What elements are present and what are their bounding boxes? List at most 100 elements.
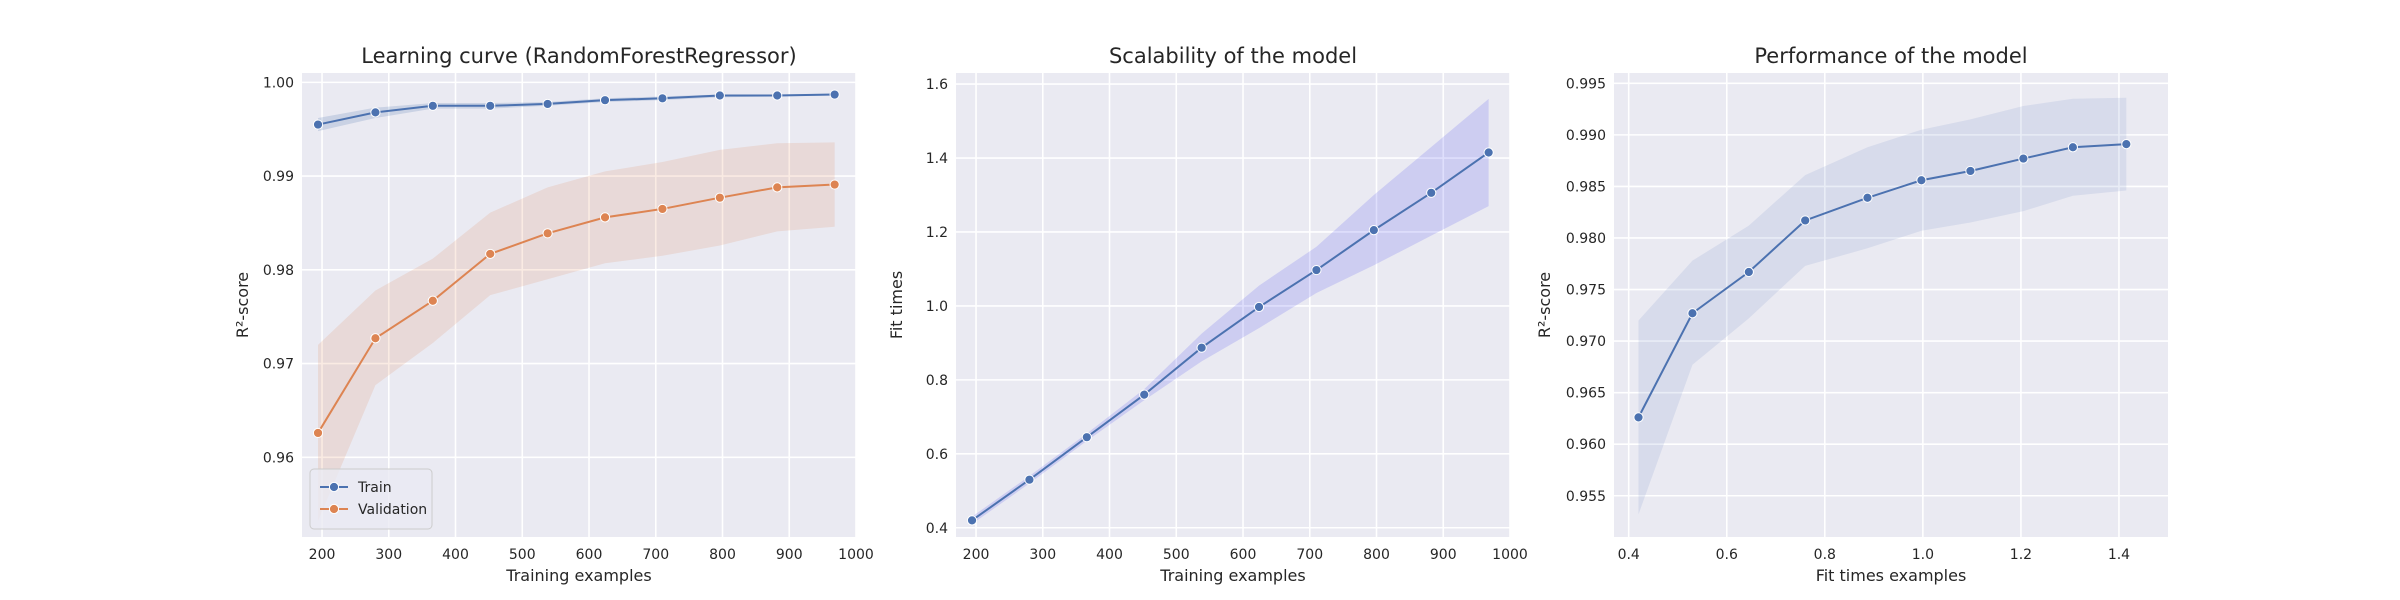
y-tick-label: 0.96 bbox=[263, 450, 294, 466]
data-point bbox=[370, 107, 381, 118]
legend-label: Validation bbox=[358, 502, 427, 518]
x-tick-label: 0.8 bbox=[1814, 547, 1836, 563]
x-axis-label: Training examples bbox=[1159, 566, 1305, 585]
scalability-panel: 200 300 400 500 600 700 800 900 1000 0.4 0.6 0.8 1.0… bbox=[887, 44, 1528, 585]
legend-label: Train bbox=[357, 480, 392, 496]
data-point bbox=[427, 100, 438, 111]
data-point bbox=[657, 93, 668, 104]
x-tick-label: 0.4 bbox=[1618, 547, 1640, 563]
y-tick-label: 0.985 bbox=[1566, 179, 1606, 195]
data-point bbox=[542, 98, 553, 110]
data-point bbox=[772, 182, 783, 193]
y-tick-label: 0.995 bbox=[1566, 76, 1606, 92]
data-point bbox=[714, 192, 725, 203]
data-point bbox=[599, 212, 611, 223]
data-point bbox=[829, 89, 840, 100]
legend-box bbox=[309, 468, 433, 530]
y-tick-label: 1.0 bbox=[926, 299, 948, 315]
data-point bbox=[772, 90, 783, 101]
x-tick-label: 800 bbox=[709, 547, 736, 563]
y-tick-label: 0.8 bbox=[926, 373, 948, 389]
chart-title: Learning curve (RandomForestRegressor) bbox=[361, 44, 796, 68]
x-tick-label: 700 bbox=[642, 547, 669, 563]
x-tick-label: 300 bbox=[1029, 547, 1056, 563]
y-tick-label: 0.980 bbox=[1566, 231, 1606, 247]
data-point bbox=[2121, 139, 2132, 150]
x-tick-label: 400 bbox=[442, 547, 469, 563]
x-tick-label: 700 bbox=[1296, 547, 1323, 563]
data-point bbox=[1196, 342, 1207, 353]
y-axis-label: Fit times bbox=[887, 271, 906, 339]
y-tick-label: 1.00 bbox=[263, 75, 294, 91]
data-point bbox=[542, 228, 553, 239]
data-point bbox=[657, 203, 668, 215]
data-point bbox=[1139, 389, 1150, 400]
y-tick-label: 0.97 bbox=[263, 357, 294, 373]
data-point bbox=[485, 100, 496, 111]
y-tick-label: 0.99 bbox=[263, 169, 294, 185]
data-point bbox=[370, 333, 381, 344]
data-point bbox=[1743, 266, 1754, 278]
x-tick-label: 800 bbox=[1363, 547, 1390, 563]
x-tick-label: 600 bbox=[576, 547, 603, 563]
y-axis-label: R²-score bbox=[1535, 272, 1554, 338]
data-point bbox=[2018, 153, 2029, 164]
data-point bbox=[1311, 264, 1322, 276]
series-line bbox=[971, 151, 1490, 522]
x-tick-label: 1000 bbox=[1492, 547, 1528, 563]
series-line bbox=[317, 93, 835, 126]
x-tick-label: 500 bbox=[1163, 547, 1190, 563]
x-tick-label: 1.4 bbox=[2108, 547, 2130, 563]
data-point bbox=[1965, 165, 1976, 177]
y-tick-label: 0.98 bbox=[263, 263, 294, 279]
chart-title: Scalability of the model bbox=[1109, 44, 1357, 68]
legend: Train Validation bbox=[309, 468, 433, 530]
data-point bbox=[1253, 301, 1265, 313]
data-point bbox=[1800, 215, 1811, 226]
legend-marker bbox=[328, 481, 340, 493]
x-tick-label: 300 bbox=[375, 547, 402, 563]
data-point bbox=[829, 179, 840, 190]
data-point bbox=[1862, 192, 1873, 203]
legend-marker bbox=[328, 503, 340, 515]
x-tick-label: 600 bbox=[1230, 547, 1257, 563]
data-point bbox=[1633, 412, 1644, 423]
x-tick-label: 0.6 bbox=[1716, 547, 1738, 563]
data-point bbox=[312, 427, 324, 439]
plot-area bbox=[956, 73, 1510, 537]
data-point bbox=[1916, 175, 1927, 186]
y-tick-label: 0.955 bbox=[1566, 489, 1606, 505]
series-line bbox=[317, 183, 835, 434]
data-point bbox=[1024, 474, 1035, 485]
x-tick-label: 200 bbox=[963, 547, 990, 563]
data-point bbox=[1483, 147, 1494, 158]
y-tick-label: 0.975 bbox=[1566, 283, 1606, 299]
y-tick-label: 1.2 bbox=[926, 225, 948, 241]
x-tick-label: 900 bbox=[776, 547, 803, 563]
x-tick-label: 500 bbox=[509, 547, 536, 563]
learning-curve-panel: 200 300 400 500 600 700 800 900 1000 0.96 0.97 0.98… bbox=[233, 44, 874, 585]
x-tick-label: 1.2 bbox=[2010, 547, 2032, 563]
performance-panel: 0.4 0.6 0.8 1.0 1.2 1.4 0.955 0.960 0.965 0.970 0.… bbox=[1535, 44, 2168, 585]
data-point bbox=[485, 248, 496, 260]
x-axis-label: Training examples bbox=[505, 566, 651, 585]
series-line bbox=[1637, 143, 2127, 418]
x-tick-label: 1000 bbox=[838, 547, 874, 563]
x-tick-label: 1.0 bbox=[1912, 547, 1934, 563]
data-point bbox=[714, 90, 725, 101]
plot-area bbox=[302, 73, 856, 537]
y-tick-label: 0.4 bbox=[926, 521, 948, 537]
y-tick-label: 0.970 bbox=[1566, 334, 1606, 350]
confidence-band bbox=[1638, 97, 2127, 515]
data-point bbox=[599, 95, 611, 106]
y-tick-label: 1.4 bbox=[926, 151, 948, 167]
x-axis-label: Fit times examples bbox=[1816, 566, 1967, 585]
data-point bbox=[312, 119, 324, 130]
y-tick-label: 0.990 bbox=[1566, 128, 1606, 144]
x-tick-label: 400 bbox=[1096, 547, 1123, 563]
x-tick-label: 900 bbox=[1430, 547, 1457, 563]
data-point bbox=[1081, 432, 1092, 443]
y-axis-label: R²-score bbox=[233, 272, 252, 338]
y-tick-label: 0.6 bbox=[926, 447, 948, 463]
